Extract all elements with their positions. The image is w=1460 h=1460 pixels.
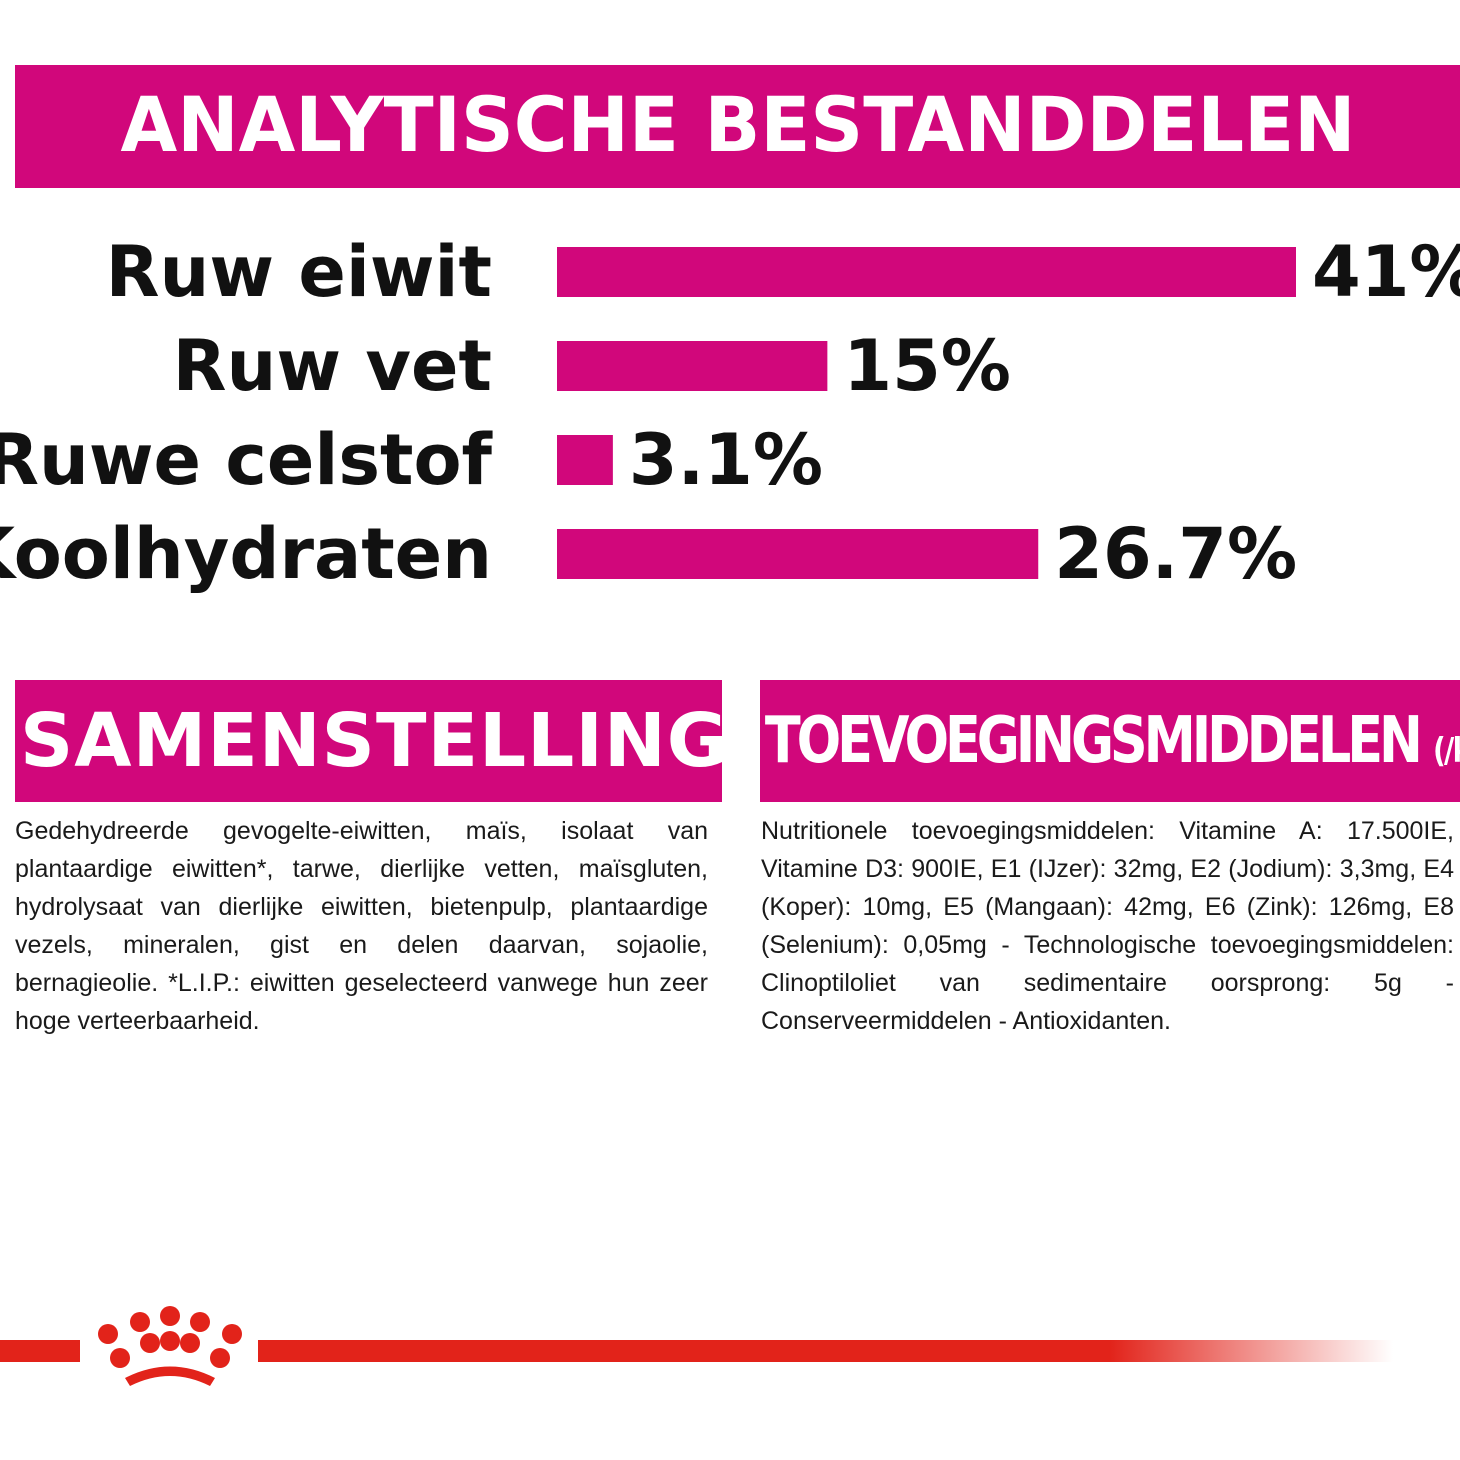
value-label: 3.1% xyxy=(629,419,823,501)
value-label: 15% xyxy=(843,325,1011,407)
crown-logo xyxy=(98,1306,242,1386)
section-band: SAMENSTELLING xyxy=(15,680,722,802)
value-label: 26.7% xyxy=(1054,513,1297,595)
category-label: Ruw eiwit xyxy=(106,231,492,313)
bar xyxy=(557,529,1039,579)
footer-line xyxy=(258,1340,1393,1362)
section-title: SAMENSTELLING xyxy=(20,698,722,784)
category-label: Ruw vet xyxy=(173,325,492,407)
bar xyxy=(557,247,1296,297)
bar xyxy=(557,435,613,485)
chart-title: ANALYTISCHE BESTANDDELEN xyxy=(121,80,1356,169)
section-band: TOEVOEGINGSMIDDELEN (/kg) xyxy=(760,680,1460,802)
title-band xyxy=(15,65,1460,188)
footer-line xyxy=(0,1340,80,1362)
category-label: Koolhydraten xyxy=(0,513,492,595)
composition-text: Gedehydreerde gevogelte-eiwitten, maïs, … xyxy=(15,817,708,1035)
value-label: 41% xyxy=(1312,231,1460,313)
section-unit: (/kg) xyxy=(1432,731,1460,771)
section-title-text: TOEVOEGINGSMIDDELEN xyxy=(764,704,1423,778)
bar xyxy=(557,341,828,391)
additives-text: Nutritionele toevoegingsmiddelen: Vitami… xyxy=(761,817,1454,1035)
category-label: Ruwe celstof xyxy=(0,419,494,501)
section-title: TOEVOEGINGSMIDDELEN (/kg) xyxy=(760,680,1460,802)
